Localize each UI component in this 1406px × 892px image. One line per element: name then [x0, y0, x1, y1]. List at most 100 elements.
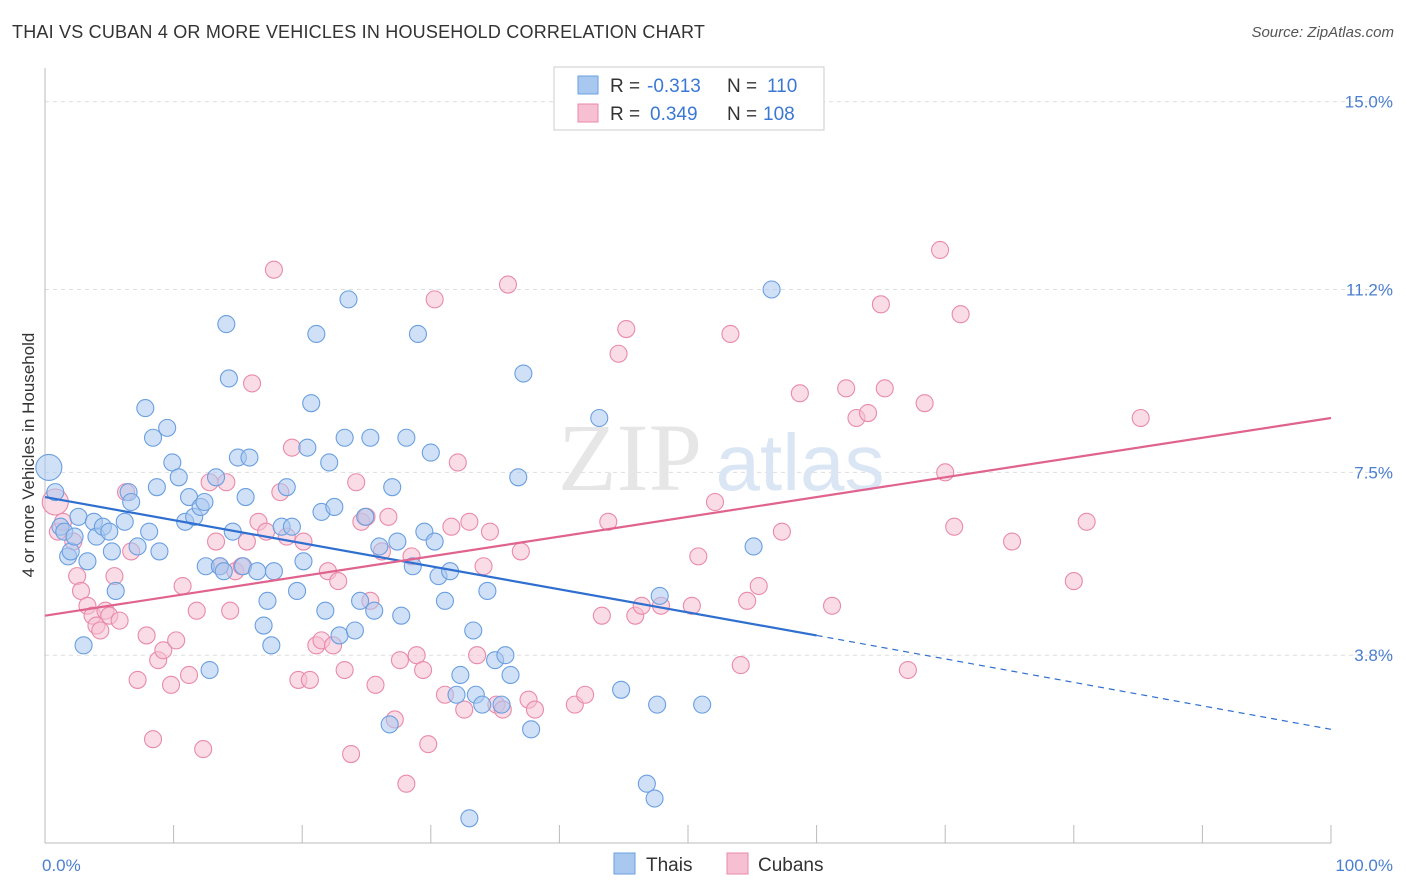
thai-point	[762, 280, 781, 299]
thai-point	[248, 562, 267, 581]
cuban-point	[837, 379, 856, 398]
thai-point	[388, 532, 407, 551]
thai-point	[514, 364, 533, 383]
thai-point	[236, 488, 255, 507]
thai-point	[240, 448, 259, 467]
cuban-point	[110, 611, 129, 630]
thai-point	[140, 522, 159, 541]
thai-point	[106, 581, 125, 601]
cuban-point	[1077, 512, 1096, 531]
watermark-atlas: atlas	[716, 418, 885, 507]
cuban-point	[154, 641, 173, 660]
thai-point	[501, 665, 520, 685]
thai-point	[277, 478, 296, 497]
y-tick-label: 3.8%	[1354, 646, 1393, 665]
y-tick-label: 11.2%	[1346, 281, 1393, 300]
cuban-point	[511, 542, 530, 561]
cuban-point	[282, 438, 301, 457]
thai-point	[158, 418, 177, 437]
thai-point	[78, 552, 97, 571]
thai-point	[69, 507, 88, 526]
thai-point	[447, 685, 466, 704]
thai-point	[254, 616, 273, 635]
y-tick-labels: 3.8% 7.5% 11.2% 15.0%	[1345, 93, 1393, 665]
thai-point	[464, 621, 483, 640]
thai-point	[217, 315, 236, 334]
thai-point	[262, 636, 281, 655]
thai-point	[65, 527, 84, 546]
thai-point	[288, 581, 307, 601]
legend-r-label: R =	[610, 104, 640, 125]
cuban-point	[749, 576, 768, 596]
legend-box	[553, 66, 825, 131]
thai-point	[650, 586, 669, 605]
thai-point	[219, 369, 238, 388]
cuban-point	[480, 522, 500, 541]
thai-point	[460, 809, 479, 828]
cuban-point	[137, 626, 156, 645]
cuban-point	[173, 576, 192, 596]
cuban-point	[790, 384, 809, 403]
thai-point	[492, 695, 511, 714]
cuban-point	[161, 675, 181, 694]
thai-point	[74, 636, 93, 655]
cuban-point	[682, 596, 701, 615]
thai-point	[282, 517, 301, 536]
stats-legend: R = -0.313 N = 110 R = 0.349 N = 108	[553, 66, 825, 131]
x-tick-labels: 0.0% 100.0%	[42, 856, 1393, 875]
cuban-point	[576, 685, 595, 704]
cuban-point	[498, 275, 518, 294]
cuban-point	[397, 774, 416, 793]
cuban-point	[617, 319, 636, 339]
cuban-point	[143, 730, 163, 749]
legend-swatch-thais	[577, 75, 599, 95]
thai-point	[335, 428, 354, 447]
legend-swatch-cubans	[577, 103, 599, 123]
legend-item-thais: Thais	[646, 855, 692, 876]
cuban-point	[68, 567, 87, 586]
data-points	[35, 240, 1150, 828]
thai-point	[320, 453, 339, 472]
thai-point	[302, 394, 321, 413]
legend-n-value-cubans: 108	[763, 104, 795, 125]
x-tick-label: 0.0%	[42, 856, 81, 875]
thai-point	[316, 601, 335, 620]
cuban-point	[300, 670, 319, 689]
y-axis-label: 4 or more Vehicles in Household	[19, 333, 38, 578]
thai-point	[451, 665, 470, 685]
thai-point	[380, 715, 399, 734]
thai-point	[298, 438, 317, 457]
thai-point	[421, 443, 440, 462]
thai-point	[408, 324, 427, 344]
thai-point	[136, 399, 155, 418]
thai-point	[383, 478, 402, 497]
source-label: Source: ZipAtlas.com	[1251, 24, 1394, 41]
cuban-point	[448, 453, 467, 472]
thai-point	[115, 512, 134, 531]
thai-point	[509, 468, 528, 487]
cuban-point	[609, 344, 628, 363]
gridlines	[45, 101, 1392, 656]
cuban-point	[329, 572, 348, 591]
cuban-point	[1064, 572, 1083, 591]
thai-point	[143, 428, 163, 447]
cuban-point	[474, 557, 493, 576]
cuban-trend-line	[44, 416, 1332, 617]
legend-n-label: N =	[727, 104, 757, 125]
legend-n-value-thais: 110	[767, 76, 797, 97]
cuban-point	[772, 522, 791, 541]
cuban-point	[264, 260, 283, 279]
thai-point	[128, 537, 147, 556]
cuban-point	[221, 601, 240, 620]
thai-point	[425, 532, 444, 551]
cuban-point	[342, 744, 361, 764]
chart-title: THAI VS CUBAN 4 OR MORE VEHICLES IN HOUS…	[12, 22, 706, 42]
cuban-point	[731, 656, 750, 675]
thai-point	[307, 324, 326, 344]
x-tick-label: 100.0%	[1335, 856, 1393, 875]
thai-point	[397, 428, 416, 447]
legend-n-label: N =	[727, 76, 757, 97]
legend-r-label: R =	[610, 76, 640, 97]
thai-point	[258, 591, 277, 610]
